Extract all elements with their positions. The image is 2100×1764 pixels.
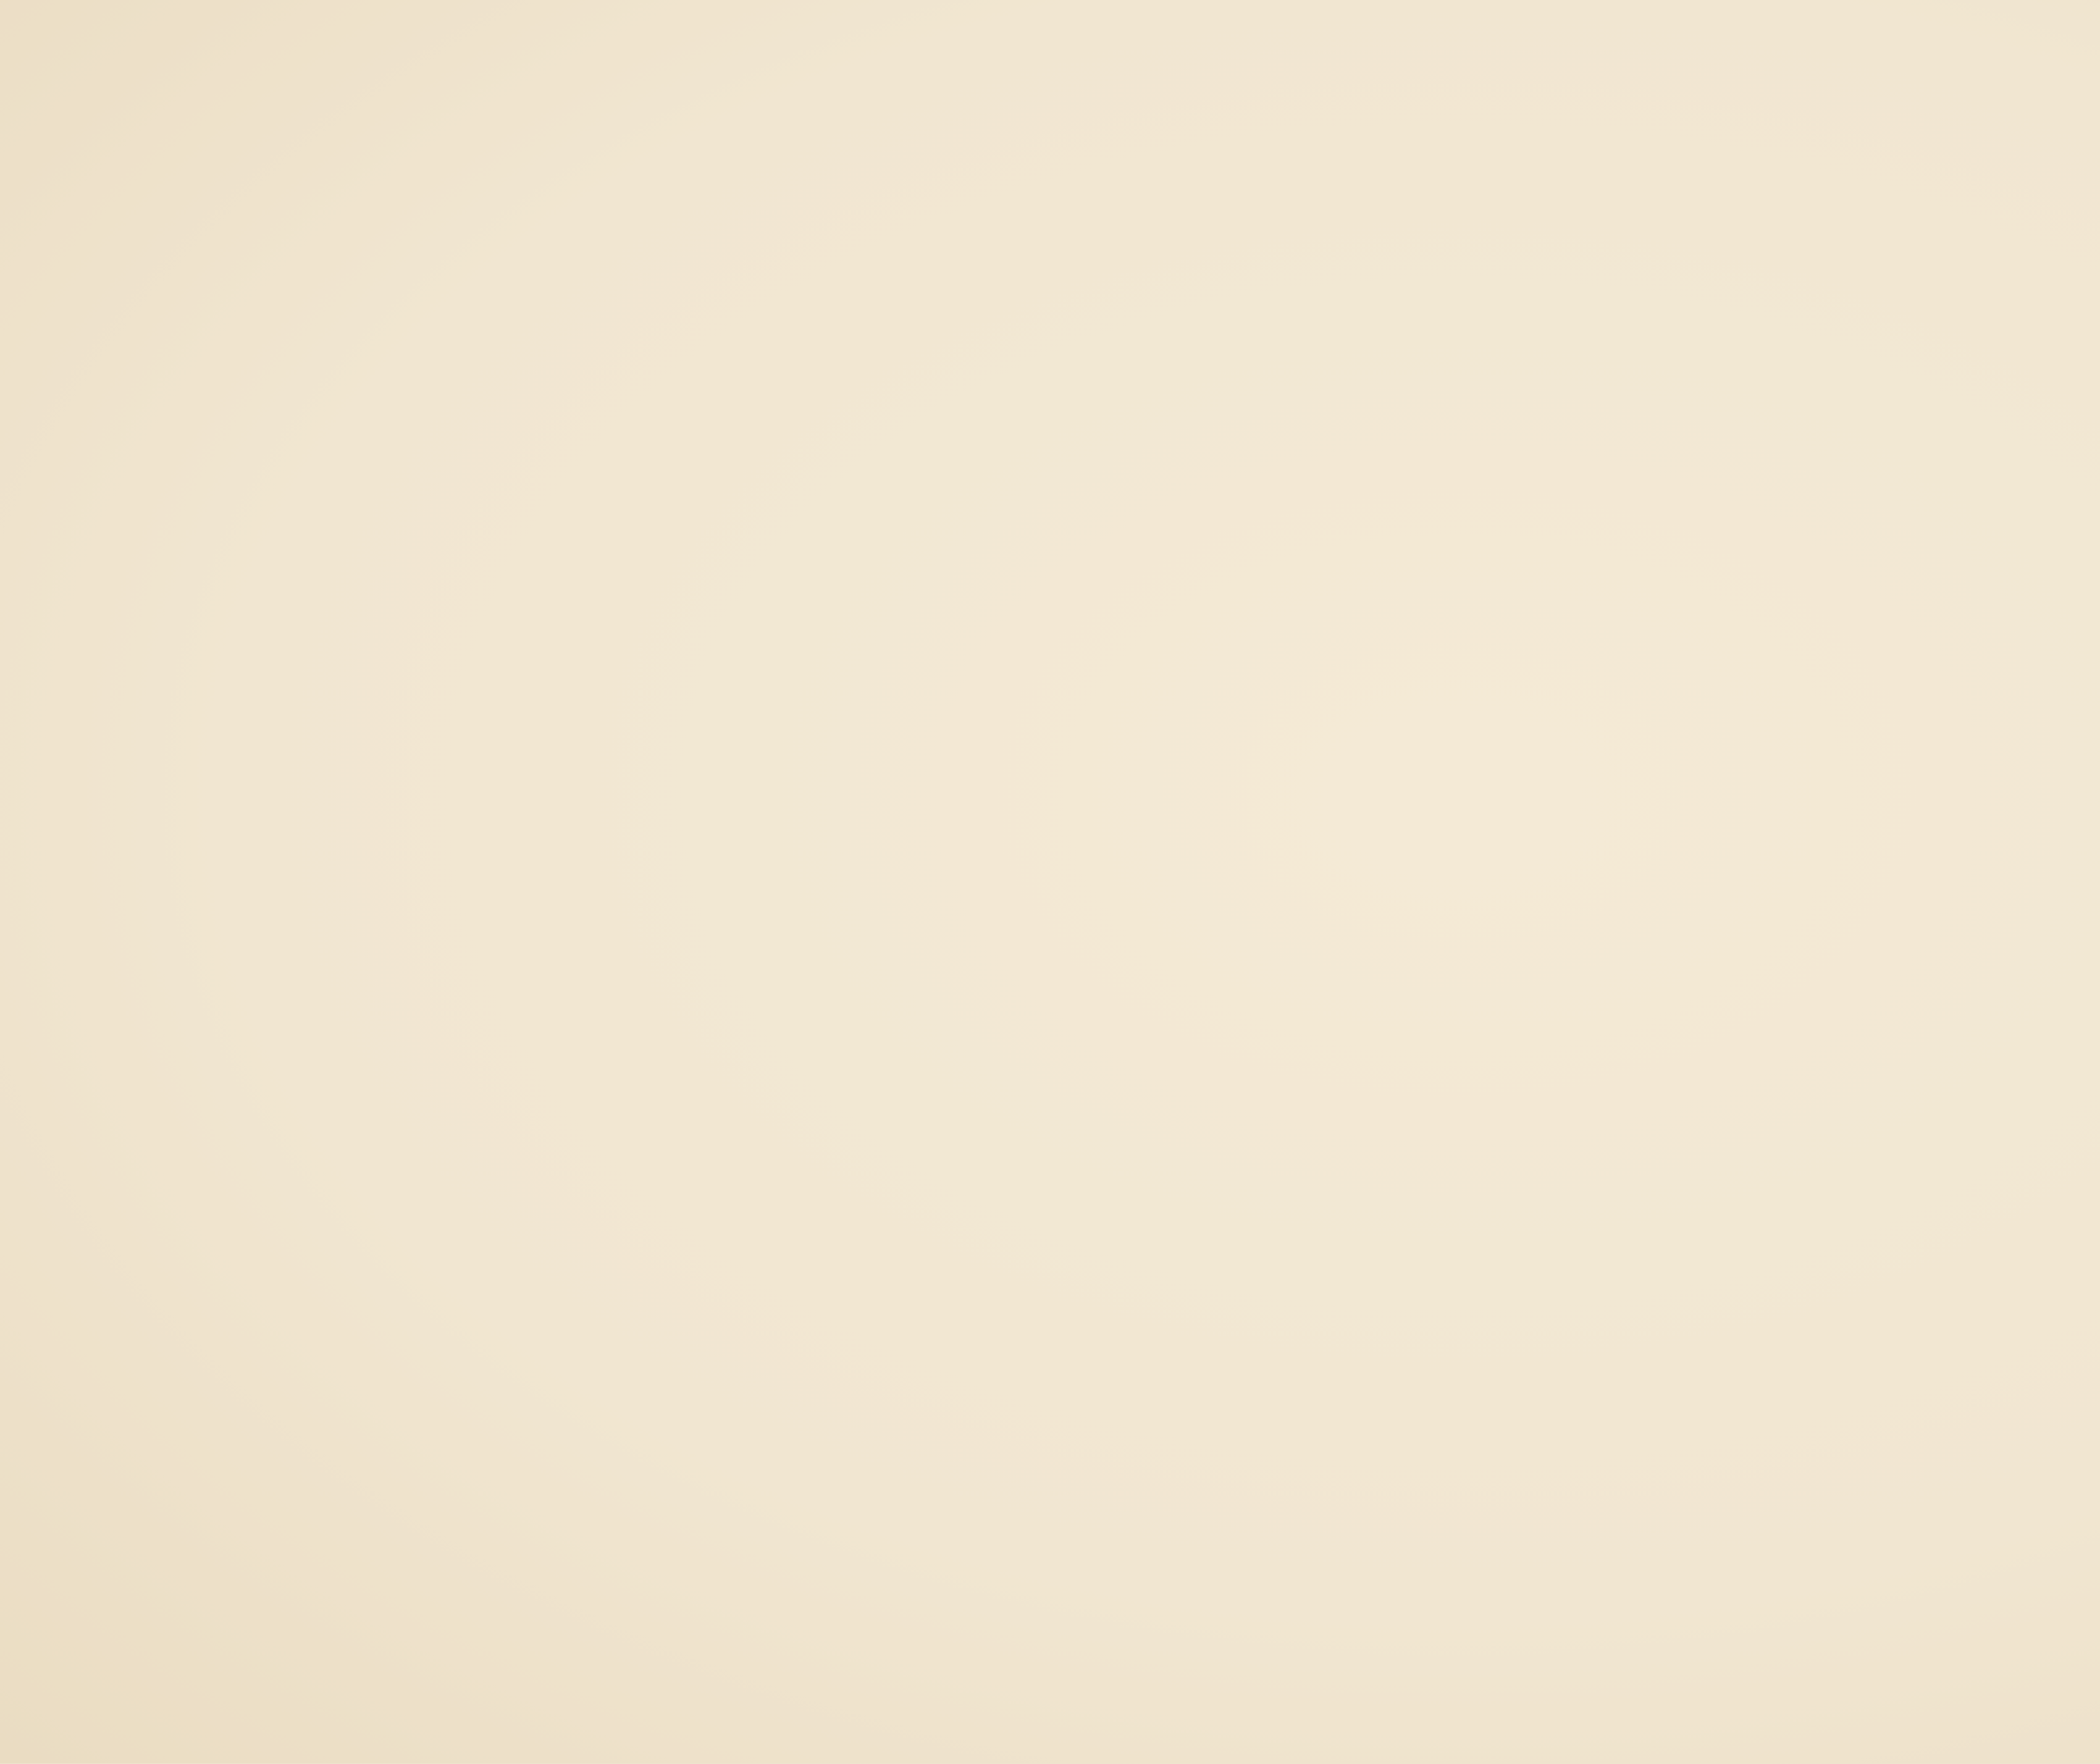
figure-canvas [0,0,2100,1764]
figure-plate [0,0,2100,1764]
